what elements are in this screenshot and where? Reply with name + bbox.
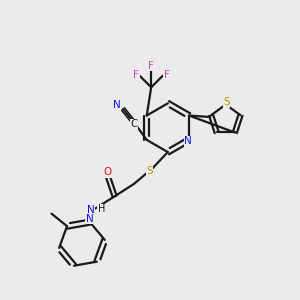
Text: O: O [103, 167, 112, 177]
Text: N: N [86, 214, 94, 224]
Text: N: N [113, 100, 121, 110]
Text: F: F [133, 70, 139, 80]
Text: F: F [148, 61, 154, 70]
Text: N: N [87, 205, 95, 215]
Text: S: S [146, 166, 153, 176]
Text: S: S [223, 97, 230, 107]
Text: F: F [164, 70, 170, 80]
Text: N: N [184, 136, 192, 146]
Text: H: H [98, 204, 105, 214]
Text: C: C [130, 119, 138, 129]
